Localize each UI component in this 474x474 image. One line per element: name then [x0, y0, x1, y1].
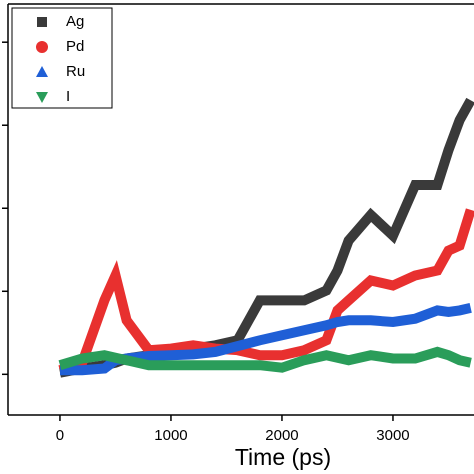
legend-marker — [37, 17, 47, 27]
series-line — [59, 97, 474, 378]
x-axis-label: Time (ps) — [235, 444, 331, 470]
legend-label: I — [66, 88, 70, 105]
series-line — [58, 346, 472, 373]
legend-marker — [36, 92, 48, 103]
plot — [58, 97, 474, 378]
legend-box — [11, 7, 113, 109]
series-line — [58, 208, 474, 375]
legend-label: Ag — [66, 13, 84, 30]
legend-marker — [36, 66, 48, 77]
x-tick-label: 1000 — [154, 427, 187, 444]
legend: Ag Pd Ru I — [11, 7, 113, 109]
x-tick-label: 3000 — [376, 427, 409, 444]
legend-label: Pd — [66, 38, 84, 55]
x-tick-label: 2000 — [265, 427, 298, 444]
legend-label: Ru — [66, 63, 85, 80]
x-tick-label: 0 — [56, 427, 64, 444]
legend-marker — [36, 41, 48, 53]
